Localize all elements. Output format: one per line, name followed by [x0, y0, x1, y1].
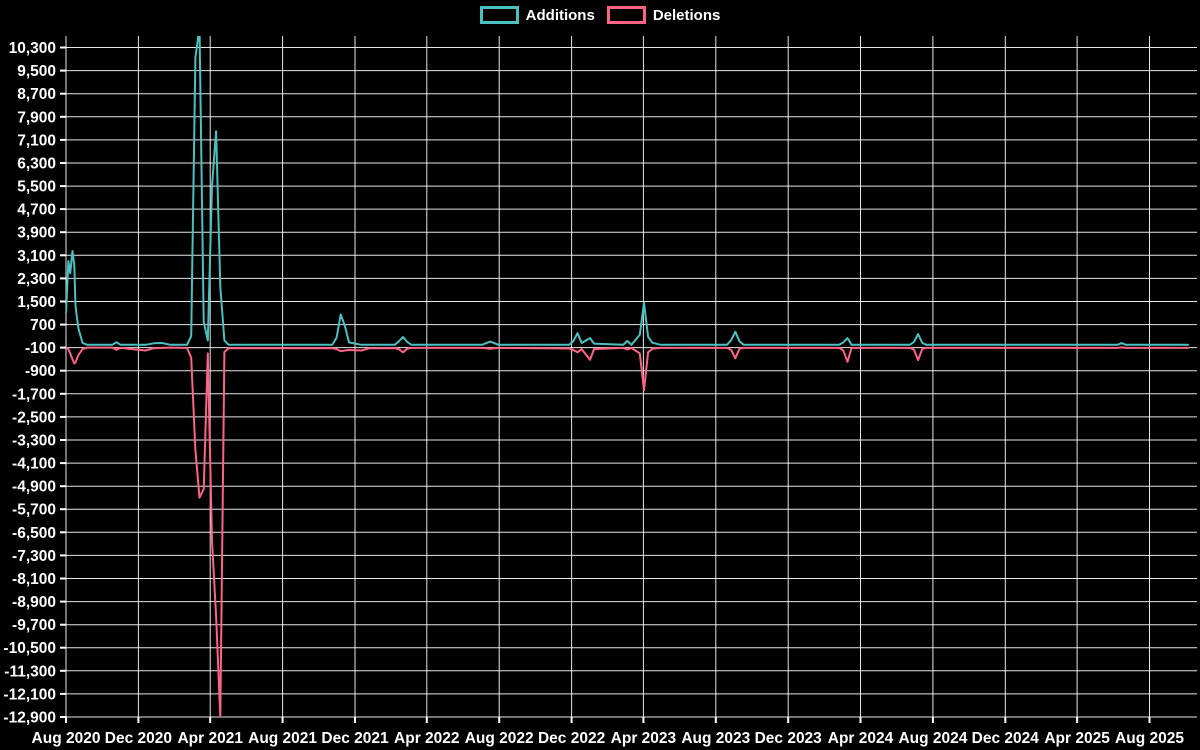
- x-tick-label: Apr 2024: [828, 730, 894, 747]
- y-tick-label: -6,500: [12, 525, 56, 542]
- y-tick-label: -3,300: [12, 433, 56, 450]
- x-tick-label: Aug 2023: [681, 730, 750, 747]
- y-tick-label: -8,100: [12, 571, 56, 588]
- y-tick-label: -12,900: [3, 710, 56, 727]
- y-tick-label: -8,900: [12, 594, 56, 611]
- y-tick-label: 3,100: [17, 248, 56, 265]
- y-tick-label: -9,700: [12, 617, 56, 634]
- x-tick-label: Apr 2021: [177, 730, 243, 747]
- x-tick-label: Aug 2022: [465, 730, 534, 747]
- x-tick-label: Apr 2025: [1044, 730, 1110, 747]
- y-tick-label: -5,700: [12, 502, 56, 519]
- y-tick-label: -1,700: [12, 386, 56, 403]
- x-tick-label: Aug 2024: [898, 730, 967, 747]
- y-tick-label: -10,500: [3, 640, 56, 657]
- y-tick-label: -4,100: [12, 456, 56, 473]
- legend-label-deletions: Deletions: [652, 6, 721, 24]
- x-tick-label: Dec 2023: [755, 730, 823, 747]
- legend-label-additions: Additions: [525, 6, 595, 24]
- x-tick-label: Dec 2020: [105, 730, 172, 747]
- x-tick-label: Apr 2022: [394, 730, 459, 747]
- y-tick-label: -12,100: [3, 686, 56, 703]
- y-tick-label: -2,500: [12, 409, 56, 426]
- y-tick-label: -4,900: [12, 479, 56, 496]
- y-tick-label: 6,300: [17, 156, 56, 173]
- y-tick-label: -100: [25, 340, 56, 357]
- additions-line: [66, 36, 1190, 346]
- y-tick-label: 10,300: [9, 40, 56, 57]
- deletions-line: [66, 346, 1190, 717]
- y-tick-label: 7,100: [17, 132, 56, 149]
- y-tick-label: 1,500: [17, 294, 56, 311]
- x-tick-label: Dec 2024: [972, 730, 1040, 747]
- y-tick-label: 4,700: [17, 202, 56, 219]
- chart-legend: Additions Deletions: [0, 6, 1200, 24]
- x-tick-label: Apr 2023: [611, 730, 677, 747]
- legend-item-deletions[interactable]: Deletions: [606, 6, 721, 24]
- x-tick-label: Aug 2021: [248, 730, 317, 747]
- x-tick-label: Aug 2025: [1115, 730, 1184, 747]
- y-tick-label: -7,300: [12, 548, 56, 565]
- y-tick-label: -11,300: [4, 663, 56, 680]
- deletions-swatch-icon: [606, 6, 646, 24]
- x-tick-label: Aug 2020: [32, 730, 101, 747]
- x-tick-label: Dec 2021: [321, 730, 389, 747]
- y-tick-label: 5,500: [17, 179, 56, 196]
- x-tick-label: Dec 2022: [538, 730, 605, 747]
- y-tick-label: -900: [25, 363, 56, 380]
- y-tick-label: 9,500: [17, 63, 56, 80]
- y-tick-label: 700: [30, 317, 56, 334]
- additions-swatch-icon: [479, 6, 519, 24]
- legend-item-additions[interactable]: Additions: [479, 6, 595, 24]
- y-tick-label: 3,900: [17, 225, 56, 242]
- y-tick-label: 7,900: [17, 109, 56, 126]
- y-tick-label: 8,700: [17, 86, 56, 103]
- y-tick-label: 2,300: [17, 271, 56, 288]
